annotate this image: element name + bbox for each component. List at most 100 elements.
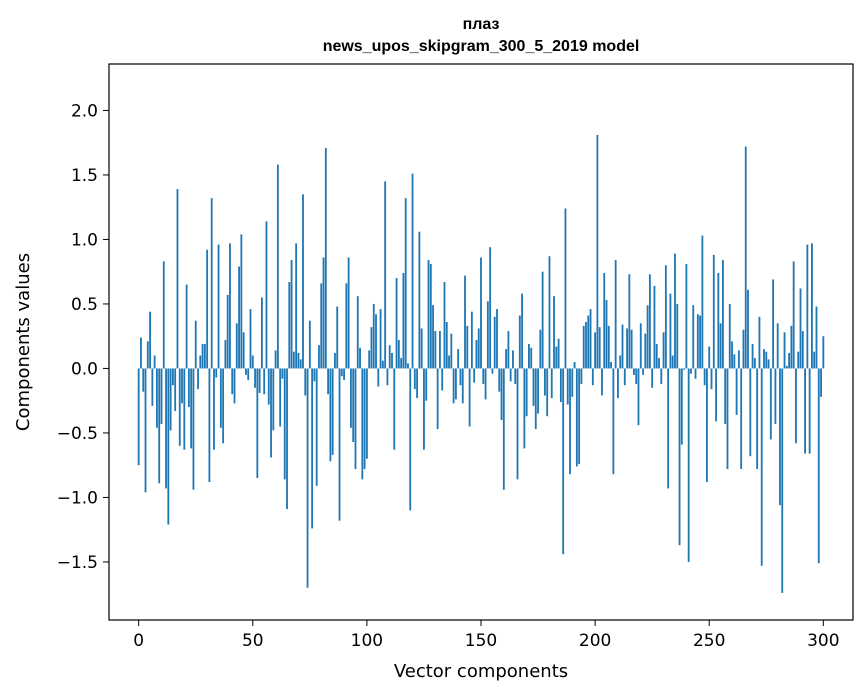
bar-124 [420, 328, 423, 369]
bar-104 [375, 314, 377, 369]
bar-157 [496, 309, 498, 369]
bar-205 [605, 300, 608, 369]
y-tick-label: 0.5 [71, 295, 98, 315]
bar-36 [219, 368, 222, 428]
bar-62 [279, 368, 282, 427]
bar-253 [715, 368, 717, 422]
bar-105 [377, 368, 380, 387]
bar-158 [498, 368, 501, 392]
bar-239 [683, 368, 686, 370]
bar-160 [502, 368, 505, 490]
bar-237 [678, 368, 681, 546]
bar-262 [735, 368, 738, 415]
bar-261 [733, 354, 736, 369]
bar-222 [644, 333, 647, 369]
bar-161 [505, 349, 508, 369]
bar-152 [484, 368, 487, 400]
bar-120 [411, 173, 414, 369]
bar-90 [343, 368, 345, 381]
bar-123 [418, 231, 421, 369]
bar-65 [286, 368, 288, 510]
bar-192 [575, 368, 578, 467]
bar-69 [295, 243, 298, 369]
bar-233 [669, 293, 672, 369]
bar-287 [792, 261, 795, 369]
bar-48 [247, 368, 250, 381]
x-tick-label: 100 [351, 631, 383, 651]
bar-55 [263, 368, 266, 395]
bar-260 [731, 341, 733, 369]
bar-196 [585, 322, 587, 369]
bar-197 [587, 315, 590, 369]
bar-112 [393, 368, 396, 450]
bar-137 [450, 333, 453, 369]
bar-238 [680, 368, 683, 445]
bar-140 [457, 349, 460, 369]
y-tick-label: −0.5 [57, 424, 98, 444]
bar-272 [758, 316, 761, 369]
bar-193 [578, 368, 581, 464]
bar-218 [635, 368, 638, 384]
bar-19 [181, 368, 183, 404]
bar-275 [765, 351, 768, 369]
bar-7 [153, 355, 156, 369]
bar-54 [260, 297, 263, 369]
bar-1 [140, 337, 142, 369]
bar-77 [313, 368, 316, 382]
bar-297 [815, 306, 818, 369]
bar-5 [149, 311, 151, 369]
bar-170 [525, 368, 528, 417]
bar-176 [539, 329, 542, 369]
x-tick-label: 200 [579, 631, 611, 651]
bar-56 [265, 221, 268, 369]
chart-title: плаз [463, 16, 500, 33]
bar-223 [646, 305, 649, 369]
bar-174 [534, 368, 537, 430]
bar-86 [334, 352, 336, 369]
bar-108 [384, 181, 387, 369]
x-tick-label: 250 [693, 631, 725, 651]
bar-279 [774, 368, 777, 424]
bar-106 [379, 309, 382, 369]
bar-133 [441, 368, 444, 391]
bar-257 [724, 368, 727, 424]
bar-154 [489, 247, 492, 369]
bar-162 [507, 331, 510, 369]
bar-0 [137, 368, 140, 466]
bar-231 [664, 265, 667, 369]
bar-284 [785, 365, 788, 369]
bar-146 [470, 311, 473, 369]
bar-219 [637, 368, 640, 426]
x-axis-label: Vector components [394, 661, 568, 682]
bar-288 [795, 368, 797, 444]
bar-131 [436, 368, 439, 430]
bar-211 [619, 355, 622, 369]
bar-3 [144, 368, 147, 493]
bar-291 [801, 331, 804, 369]
bar-13 [167, 368, 170, 525]
y-tick-label: −1.0 [57, 488, 98, 508]
bar-67 [290, 260, 293, 369]
bar-128 [429, 263, 432, 369]
bar-49 [249, 309, 252, 369]
plot-frame [108, 63, 854, 621]
bar-25 [194, 320, 197, 369]
bar-221 [642, 368, 644, 375]
bar-258 [726, 368, 729, 470]
bar-199 [591, 368, 594, 386]
bar-129 [432, 305, 434, 369]
bar-181 [550, 368, 553, 399]
bar-209 [614, 260, 617, 369]
bar-186 [562, 368, 565, 555]
bar-278 [772, 279, 775, 369]
bar-229 [660, 368, 663, 384]
bar-50 [251, 355, 254, 369]
bar-41 [231, 368, 234, 395]
bar-195 [582, 325, 585, 369]
bar-130 [434, 331, 437, 369]
bar-243 [692, 305, 695, 369]
bar-127 [427, 260, 430, 369]
bar-134 [443, 282, 446, 369]
bar-83 [327, 368, 330, 395]
bar-179 [546, 368, 549, 417]
